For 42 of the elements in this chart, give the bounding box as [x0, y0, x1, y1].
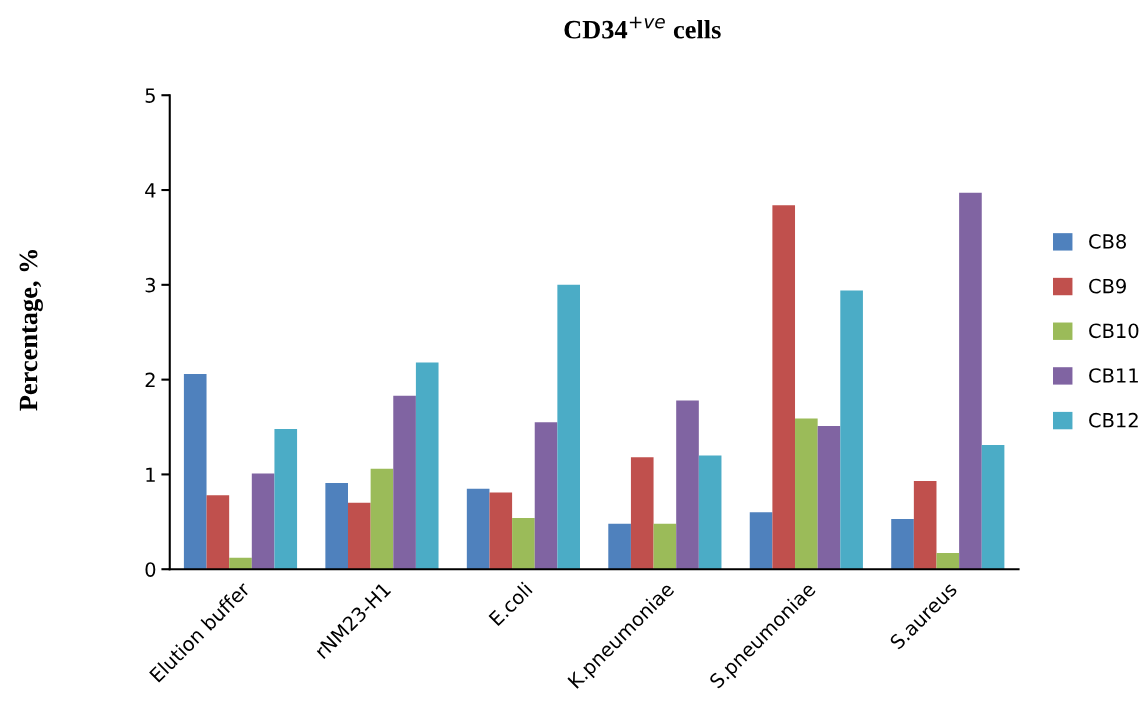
bar: [772, 205, 796, 570]
y-tick-label: 5: [145, 88, 155, 103]
bar: [749, 512, 773, 570]
bar: [795, 418, 818, 570]
bar: [415, 362, 439, 570]
legend-label: CB11: [1089, 368, 1138, 383]
y-tick-label: 2: [145, 372, 155, 388]
bar: [512, 518, 535, 570]
bar: [466, 488, 490, 570]
bar: [206, 495, 230, 570]
bar: [489, 492, 513, 570]
bar: [676, 400, 699, 570]
y-axis-title: Percentage, %: [19, 250, 43, 411]
y-tick-label: 4: [145, 183, 156, 198]
y-tick-label: 0: [145, 562, 156, 577]
bar: [325, 482, 348, 570]
bar: [698, 455, 722, 570]
bar: [817, 426, 841, 570]
bar: [959, 192, 982, 570]
bar: [183, 373, 207, 570]
bar: [348, 502, 371, 570]
y-tick-label: 1: [146, 467, 155, 482]
legend-label: CB12: [1089, 412, 1138, 428]
legend-label: CB9: [1089, 278, 1126, 294]
bar: [393, 395, 416, 570]
bar: [608, 523, 631, 570]
chart-title: CD34$^{+ve}$ cells: [564, 16, 721, 39]
y-tick-label: 3: [145, 277, 155, 293]
legend-label: CB10: [1089, 323, 1139, 339]
bar: [913, 481, 937, 570]
bar: [534, 422, 558, 570]
bar: [630, 457, 654, 570]
bar: [274, 428, 298, 570]
bar: [251, 473, 275, 570]
bar: [936, 553, 960, 570]
bar: [981, 445, 1005, 570]
bar: [557, 284, 580, 570]
bar: [370, 468, 394, 570]
bar: [653, 523, 677, 570]
legend-label: CB8: [1089, 234, 1126, 249]
bar: [840, 290, 863, 570]
bar: [891, 518, 914, 570]
